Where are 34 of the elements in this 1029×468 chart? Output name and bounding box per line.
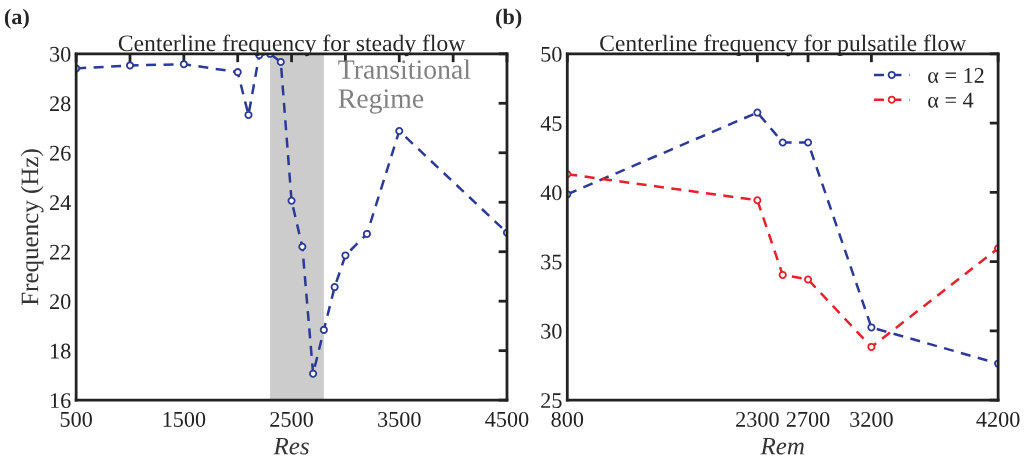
x-tick-label: 2300: [736, 411, 779, 427]
x-tick-label: 2500: [270, 411, 313, 427]
x-tick-label: 3500: [378, 411, 421, 427]
y-tick-label: 20: [50, 294, 71, 310]
text: (b): [496, 8, 522, 29]
y-tick-label: 50: [541, 46, 562, 62]
x-tick-label: 800: [551, 411, 584, 427]
chart-title: Centerline frequency for pulsatile flow: [600, 34, 967, 57]
y-tick-label: 18: [51, 343, 71, 359]
legend-label: α = 4: [928, 92, 974, 108]
x-tick-label: 4500: [485, 411, 529, 427]
y-tick-label: 30: [541, 323, 562, 339]
y-tick-label: 28: [50, 96, 71, 112]
x-axis-title: Rem: [760, 437, 804, 455]
y-tick-label: 45: [540, 116, 562, 132]
x-tick-label: 2700: [786, 411, 830, 427]
y-tick-label: 25: [541, 393, 562, 409]
x-tick-label: 500: [60, 411, 92, 427]
y-tick-label: 24: [50, 195, 71, 210]
y-tick-label: 30: [50, 46, 71, 62]
y-tick-label: 35: [541, 254, 562, 270]
y-tick-label: 16: [51, 393, 71, 409]
legend-label: α = 12: [928, 67, 984, 83]
band-label: Transitional Regime: [338, 59, 471, 114]
x-axis-title: Res: [273, 437, 309, 455]
y-tick-label: 22: [50, 244, 71, 260]
x-tick-label: 4200: [976, 411, 1020, 427]
x-tick-label: 1500: [163, 411, 206, 427]
text: (a): [4, 8, 29, 29]
x-tick-label: 3200: [850, 411, 893, 427]
y-tick-label: 40: [540, 185, 562, 201]
chart-title: Centerline frequency for steady flow: [118, 34, 466, 57]
y-tick-label: 26: [50, 145, 71, 161]
y-axis-title: Frequency (Hz): [20, 149, 44, 306]
